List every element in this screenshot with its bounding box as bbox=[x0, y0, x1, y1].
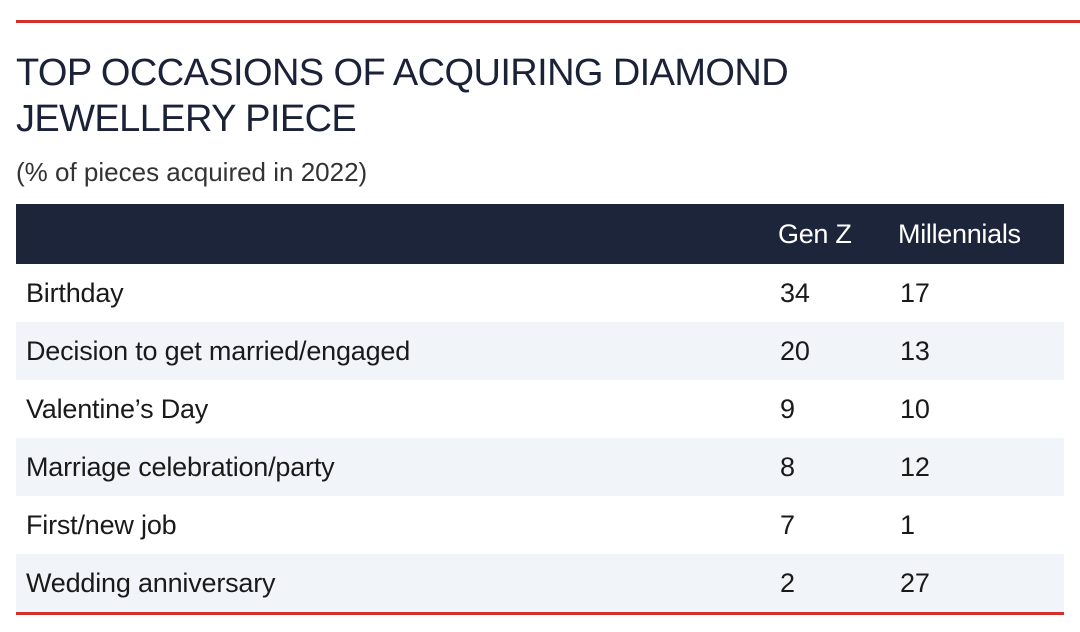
table-row: Valentine’s Day 9 10 bbox=[16, 380, 1064, 438]
occasion-label: Birthday bbox=[26, 277, 124, 308]
millennials-value: 13 bbox=[900, 335, 930, 366]
occasion-label: Decision to get married/engaged bbox=[26, 335, 411, 366]
table-row: Decision to get married/engaged 20 13 bbox=[16, 322, 1064, 380]
millennials-value: 17 bbox=[900, 277, 930, 308]
header-row: Gen Z Millennials bbox=[16, 204, 1064, 264]
gen-z-value: 20 bbox=[780, 335, 810, 366]
column-header-occasion bbox=[16, 204, 768, 264]
chart-subtitle: (% of pieces acquired in 2022) bbox=[16, 157, 368, 187]
gen-z-value: 7 bbox=[780, 509, 795, 540]
table-header: Gen Z Millennials bbox=[16, 204, 1064, 264]
table-row: Wedding anniversary 2 27 bbox=[16, 554, 1064, 612]
occasions-table: Gen Z Millennials Birthday 34 17 Decisio… bbox=[16, 204, 1064, 612]
millennials-value: 1 bbox=[900, 509, 915, 540]
gen-z-value: 2 bbox=[780, 567, 795, 598]
occasion-label: Wedding anniversary bbox=[26, 567, 276, 598]
gen-z-value: 8 bbox=[780, 451, 795, 482]
occasion-label: Valentine’s Day bbox=[26, 393, 209, 424]
top-accent-rule bbox=[16, 20, 1080, 23]
gen-z-value: 9 bbox=[780, 393, 795, 424]
column-header-gen-z: Gen Z bbox=[778, 218, 852, 249]
millennials-value: 27 bbox=[900, 567, 930, 598]
column-header-millennials: Millennials bbox=[898, 218, 1021, 249]
chart-title: TOP OCCASIONS OF ACQUIRING DIAMOND JEWEL… bbox=[16, 52, 789, 140]
millennials-value: 12 bbox=[900, 451, 930, 482]
bottom-accent-rule bbox=[16, 612, 1064, 615]
millennials-value: 10 bbox=[900, 393, 930, 424]
table-row: Birthday 34 17 bbox=[16, 264, 1064, 322]
gen-z-value: 34 bbox=[780, 277, 810, 308]
occasion-label: First/new job bbox=[26, 509, 177, 540]
table-body: Birthday 34 17 Decision to get married/e… bbox=[16, 264, 1064, 612]
occasion-label: Marriage celebration/party bbox=[26, 451, 335, 482]
table-row: Marriage celebration/party 8 12 bbox=[16, 438, 1064, 496]
table-row: First/new job 7 1 bbox=[16, 496, 1064, 554]
